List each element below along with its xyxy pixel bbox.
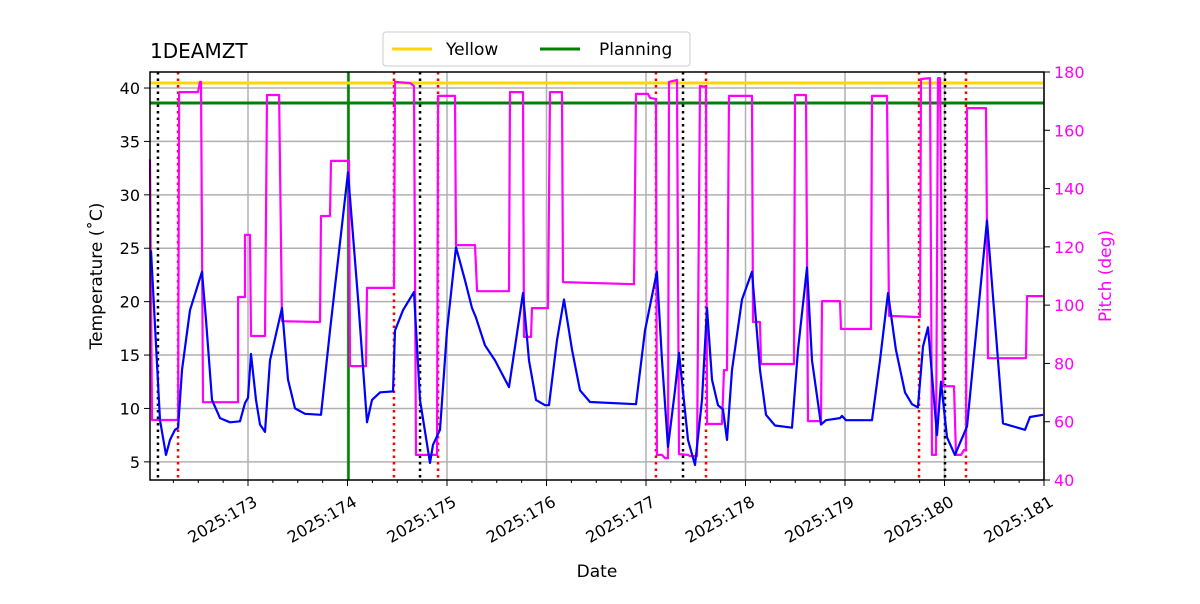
y-tick-label: 25 <box>120 239 140 258</box>
x-tick-label: 2025:180 <box>881 492 957 547</box>
y-tick-label: 15 <box>120 346 140 365</box>
y2-tick-label: 60 <box>1054 413 1074 432</box>
y-tick-label: 10 <box>120 399 140 418</box>
y2-tick-label: 180 <box>1054 63 1085 82</box>
y2-tick-label: 120 <box>1054 238 1085 257</box>
x-tick-label: 2025:178 <box>682 492 758 547</box>
x-tick-label: 2025:175 <box>384 492 460 547</box>
y-tick-label: 30 <box>120 186 140 205</box>
x-axis-label: Date <box>577 562 618 582</box>
y-tick-label: 20 <box>120 293 140 312</box>
grid <box>150 72 1045 480</box>
x-tick-label: 2025:176 <box>483 492 559 547</box>
x-tick-label: 2025:179 <box>782 492 858 547</box>
temperature-line <box>149 171 1044 467</box>
y-tick-label: 35 <box>120 132 140 151</box>
legend: Yellow Planning <box>382 31 691 67</box>
x-tick-label: 2025:181 <box>981 492 1057 547</box>
plot-frame <box>149 71 1045 481</box>
y2-tick-label: 140 <box>1054 180 1085 199</box>
x-tick-label: 2025:174 <box>284 492 360 547</box>
legend-label-planning: Planning <box>599 40 672 60</box>
y2-tick-label: 80 <box>1054 354 1074 373</box>
legend-box <box>382 31 691 67</box>
y-axis-label: Temperature (˚C) <box>86 203 107 351</box>
limit-lines <box>150 81 1044 105</box>
y2-tick-label: 160 <box>1054 121 1085 140</box>
series <box>148 76 1044 467</box>
x-tick-label: 2025:177 <box>583 492 659 547</box>
y-tick-label: 5 <box>130 453 140 472</box>
x-axis: 2025:173 2025:174 2025:175 2025:176 2025:177… <box>172 480 1057 547</box>
y2-axis-label: Pitch (deg) <box>1096 230 1116 322</box>
x-tick-label: 2025:173 <box>185 492 261 547</box>
y2-tick-label: 100 <box>1054 296 1085 315</box>
y-axis-right: 40 60 80 100 120 140 160 180 <box>1044 63 1085 490</box>
y2-tick-label: 40 <box>1054 471 1074 490</box>
y-axis-left: 5 10 15 20 25 30 35 40 <box>120 79 150 472</box>
chart-title: 1DEAMZT <box>150 39 248 63</box>
y-tick-label: 40 <box>120 79 140 98</box>
legend-label-yellow: Yellow <box>445 40 498 60</box>
